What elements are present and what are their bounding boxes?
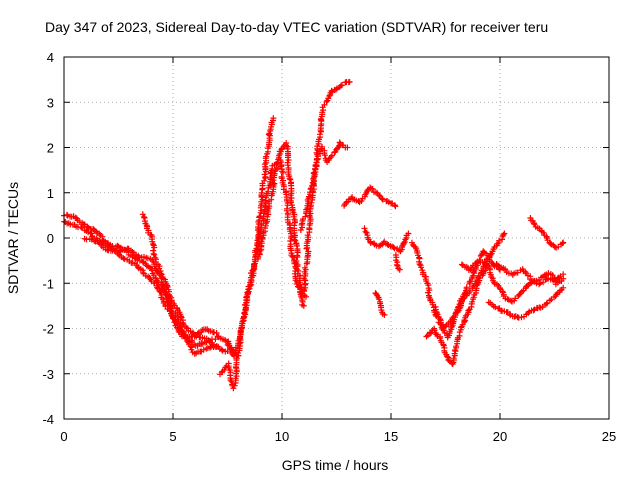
series-track-10	[341, 184, 399, 210]
grid	[64, 57, 609, 419]
series-track-12	[372, 290, 388, 318]
series-track-4	[139, 211, 220, 350]
series-track-13	[392, 252, 403, 273]
x-axis-label: GPS time / hours	[282, 457, 389, 473]
x-tick-label: 20	[493, 429, 507, 444]
y-axis-ticks: -4 -3 -2 -1 0 1 2 3 4	[42, 50, 609, 427]
series-markers	[297, 139, 351, 233]
x-axis-ticks: 0 5 10 15 20 25	[60, 57, 616, 444]
series-markers	[485, 284, 567, 321]
chart-title: Day 347 of 2023, Sidereal Day-to-day VTE…	[45, 19, 548, 35]
series-track-7	[252, 115, 277, 260]
data-points	[61, 78, 567, 392]
y-tick-label: 2	[47, 141, 54, 156]
series-markers	[341, 184, 399, 210]
y-tick-label: 0	[47, 231, 54, 246]
series-markers	[431, 230, 508, 332]
y-tick-label: -2	[42, 322, 54, 337]
y-tick-label: 3	[47, 95, 54, 110]
series-track-18	[485, 284, 567, 321]
series-markers	[81, 235, 220, 338]
y-axis-label: SDTVAR / TECUs	[5, 182, 21, 294]
series-track-16	[431, 230, 508, 332]
series-track-9	[297, 139, 351, 233]
x-tick-label: 10	[275, 429, 289, 444]
series-markers	[217, 140, 307, 392]
x-tick-label: 15	[384, 429, 398, 444]
y-tick-label: 4	[47, 50, 54, 65]
x-tick-label: 5	[169, 429, 176, 444]
series-markers	[361, 225, 412, 255]
series-markers	[493, 261, 567, 288]
series-track-11	[361, 225, 412, 255]
y-tick-label: -1	[42, 276, 54, 291]
series-track-5	[217, 140, 307, 392]
series-track-19	[493, 261, 567, 288]
series-markers	[300, 78, 353, 295]
series-markers	[252, 115, 277, 260]
series-track-3	[81, 235, 220, 338]
series-markers	[392, 252, 403, 273]
series-track-8	[300, 78, 353, 295]
x-tick-label: 25	[602, 429, 616, 444]
y-tick-label: -4	[42, 412, 54, 427]
series-track-20	[527, 215, 567, 251]
y-tick-label: -3	[42, 367, 54, 382]
series-markers	[372, 290, 388, 318]
x-tick-label: 0	[60, 429, 67, 444]
series-markers	[139, 211, 220, 350]
y-tick-label: 1	[47, 186, 54, 201]
series-markers	[527, 215, 567, 251]
